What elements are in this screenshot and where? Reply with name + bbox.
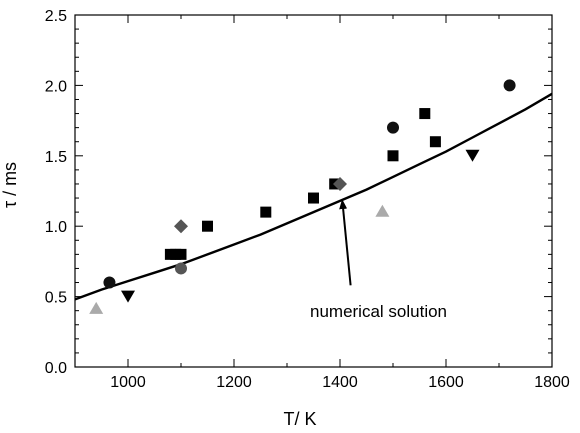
square-point [202,220,213,232]
data-points [89,79,516,314]
annotation-arrow [339,199,352,286]
triangle-up-point [375,204,390,217]
circle-point [175,262,187,275]
diamond-point [174,219,188,234]
y-tick-label: 0.5 [45,290,67,307]
square-point [419,108,431,120]
y-tick-label: 1.0 [45,219,67,236]
triangle-down-point [121,290,135,303]
circle-point [103,276,116,289]
tick-labels: 1000 1200 1400 1600 1800 0.0 0.5 1.0 1.5 2.0 2.5 [45,8,570,391]
x-tick-label: 1000 [110,374,146,391]
x-tick-label: 1400 [322,374,358,391]
square-point [429,136,441,148]
triangle-up-point [89,301,104,314]
x-tick-label: 1200 [216,374,252,391]
y-axis-title: τ / ms [0,162,20,208]
square-point [387,150,399,162]
plot-frame [74,14,553,368]
y-tick-label: 2.5 [45,8,67,25]
square-point [260,206,272,218]
solution-curve-line [74,92,553,301]
y-tick-label: 1.5 [45,149,67,166]
numerical-solution-curve [74,92,553,301]
annotation-label: numerical solution [310,302,447,321]
x-axis-title: T/ K [283,409,316,429]
y-tick-label: 2.0 [45,78,67,95]
triangle-down-point [465,149,480,162]
y-tick-label: 0.0 [45,360,67,377]
x-tick-label: 1600 [428,374,464,391]
diamond-point [333,176,347,191]
annotation: numerical solution [310,199,447,321]
circle-point [503,79,516,92]
x-tick-label: 1800 [534,374,570,391]
square-point [308,192,319,204]
square-point [175,248,187,260]
plot-border [74,14,553,368]
circle-point [387,121,399,134]
axis-ticks [74,14,553,368]
